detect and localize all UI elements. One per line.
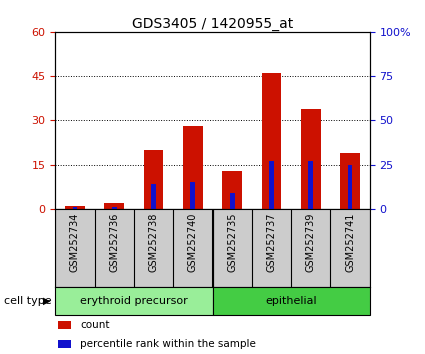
Bar — [348, 165, 352, 209]
Bar — [58, 340, 71, 348]
Bar — [183, 126, 203, 209]
Bar — [112, 207, 116, 209]
Bar — [230, 193, 235, 209]
Bar — [55, 287, 212, 315]
Text: GSM252741: GSM252741 — [345, 213, 355, 272]
Bar — [58, 321, 71, 329]
Bar — [340, 153, 360, 209]
Bar — [65, 206, 85, 209]
Text: ▶: ▶ — [42, 296, 50, 306]
Text: GSM252736: GSM252736 — [109, 213, 119, 272]
Bar — [144, 150, 163, 209]
Text: GSM252737: GSM252737 — [266, 213, 277, 272]
Bar — [301, 109, 320, 209]
Text: percentile rank within the sample: percentile rank within the sample — [80, 339, 256, 349]
Bar — [262, 73, 281, 209]
Bar — [105, 203, 124, 209]
Text: GSM252740: GSM252740 — [188, 213, 198, 272]
Text: GSM252735: GSM252735 — [227, 213, 237, 272]
Text: epithelial: epithelial — [265, 296, 317, 306]
Text: GSM252738: GSM252738 — [148, 213, 159, 272]
Bar — [73, 207, 77, 209]
Text: erythroid precursor: erythroid precursor — [80, 296, 188, 306]
Text: GSM252734: GSM252734 — [70, 213, 80, 272]
Bar — [269, 161, 274, 209]
Bar — [151, 184, 156, 209]
Bar — [212, 287, 370, 315]
Bar — [222, 171, 242, 209]
Text: count: count — [80, 320, 110, 330]
Text: GSM252739: GSM252739 — [306, 213, 316, 272]
Bar — [309, 161, 313, 209]
Title: GDS3405 / 1420955_at: GDS3405 / 1420955_at — [132, 17, 293, 31]
Text: cell type: cell type — [4, 296, 52, 306]
Bar — [190, 182, 195, 209]
